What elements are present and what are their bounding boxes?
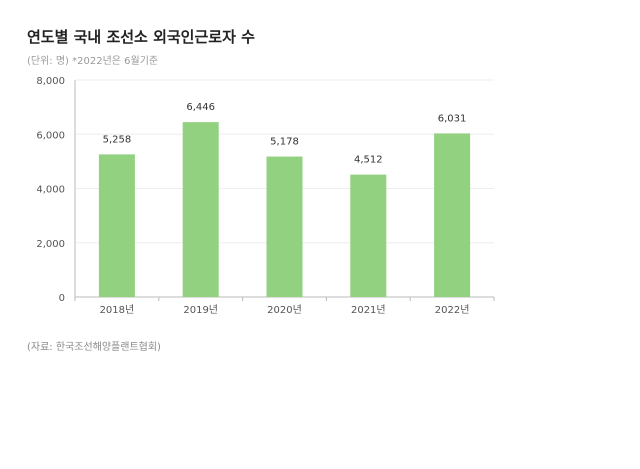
data-label: 5,178 <box>270 137 299 148</box>
data-label: 4,512 <box>354 155 383 166</box>
source-note: (자료: 한국조선해양플랜트협회) <box>27 342 161 353</box>
x-tick-label: 2018년 <box>100 304 135 316</box>
bar-3 <box>266 156 303 297</box>
x-tick-label: 2020년 <box>267 304 302 316</box>
y-tick-label: 8,000 <box>36 76 65 87</box>
bar-4 <box>350 174 387 297</box>
data-label: 6,031 <box>438 113 467 124</box>
bar-5 <box>434 133 471 297</box>
y-tick-label: 0 <box>59 293 65 304</box>
bar-2 <box>182 122 219 297</box>
y-tick-label: 2,000 <box>36 239 65 250</box>
data-label: 5,258 <box>103 134 132 145</box>
y-tick-label: 6,000 <box>36 130 65 141</box>
x-tick-label: 2022년 <box>435 304 470 316</box>
bar-1 <box>98 154 135 297</box>
chart-subtitle: (단위: 명) *2022년은 6월기준 <box>27 56 159 67</box>
y-tick-label: 4,000 <box>36 185 65 196</box>
x-tick-label: 2021년 <box>351 304 386 316</box>
x-tick-label: 2019년 <box>183 304 218 316</box>
chart-title: 연도별 국내 조선소 외국인근로자 수 <box>27 28 255 46</box>
data-label: 6,446 <box>186 102 215 113</box>
